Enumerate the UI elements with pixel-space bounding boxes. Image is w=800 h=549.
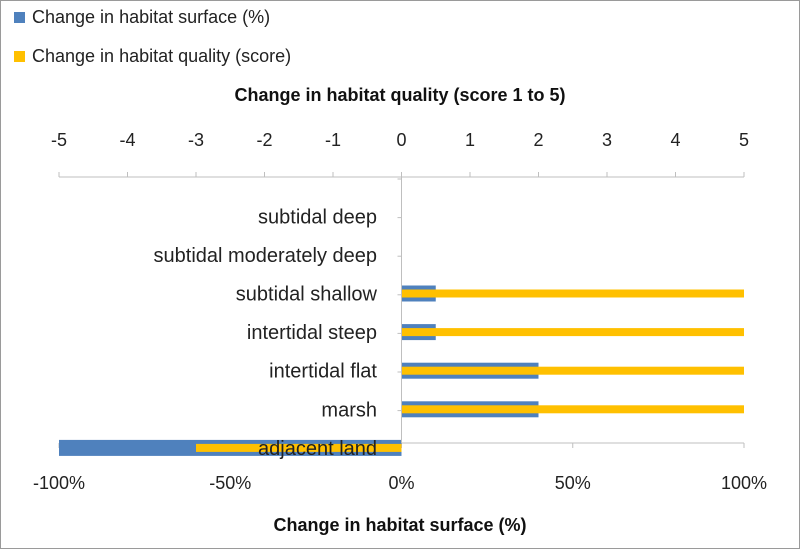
top-axis-tick-label: 3 xyxy=(602,130,612,150)
top-axis-tick-label: -2 xyxy=(256,130,272,150)
category-label: subtidal shallow xyxy=(236,284,378,306)
category-label: marsh xyxy=(321,399,377,421)
bar-quality xyxy=(401,328,744,337)
category-label: intertidal steep xyxy=(247,322,377,344)
top-axis-tick-label: 0 xyxy=(396,130,406,150)
category-label: intertidal flat xyxy=(269,361,377,383)
bottom-axis-tick-label: -50% xyxy=(209,473,251,493)
legend-swatch-quality xyxy=(14,51,25,62)
bar-quality xyxy=(401,289,744,298)
top-axis-tick-label: 2 xyxy=(533,130,543,150)
top-axis-title: Change in habitat quality (score 1 to 5) xyxy=(234,85,565,105)
top-axis-tick-label: -1 xyxy=(325,130,341,150)
category-label: subtidal moderately deep xyxy=(154,245,377,267)
bar-quality xyxy=(196,443,402,452)
legend-swatch-surface xyxy=(14,12,25,23)
top-axis: -5 -4 -3 -2 -1 0 1 2 3 4 5 xyxy=(51,130,749,178)
top-axis-tick-label: 1 xyxy=(465,130,475,150)
bottom-axis-tick-label: -100% xyxy=(33,473,85,493)
bar-quality xyxy=(401,366,744,375)
legend-label-surface: Change in habitat surface (%) xyxy=(32,7,270,27)
top-axis-tick-label: 4 xyxy=(670,130,680,150)
legend-label-quality: Change in habitat quality (score) xyxy=(32,46,291,66)
bottom-axis-tick-label: 50% xyxy=(555,473,591,493)
bottom-axis-title: Change in habitat surface (%) xyxy=(273,515,526,535)
top-axis-tick-label: -3 xyxy=(188,130,204,150)
bottom-axis-tick-label: 100% xyxy=(721,473,767,493)
category-labels: subtidal deep subtidal moderately deep sub… xyxy=(154,206,378,460)
bars xyxy=(59,285,744,456)
category-label: adjacent land xyxy=(258,438,377,460)
top-axis-tick-label: 5 xyxy=(739,130,749,150)
bar-quality xyxy=(401,405,744,414)
top-axis-tick-label: -5 xyxy=(51,130,67,150)
bottom-axis-tick-label: 0% xyxy=(388,473,414,493)
category-label: subtidal deep xyxy=(258,206,377,228)
legend: Change in habitat surface (%) Change in … xyxy=(14,7,291,66)
top-axis-tick-label: -4 xyxy=(119,130,135,150)
